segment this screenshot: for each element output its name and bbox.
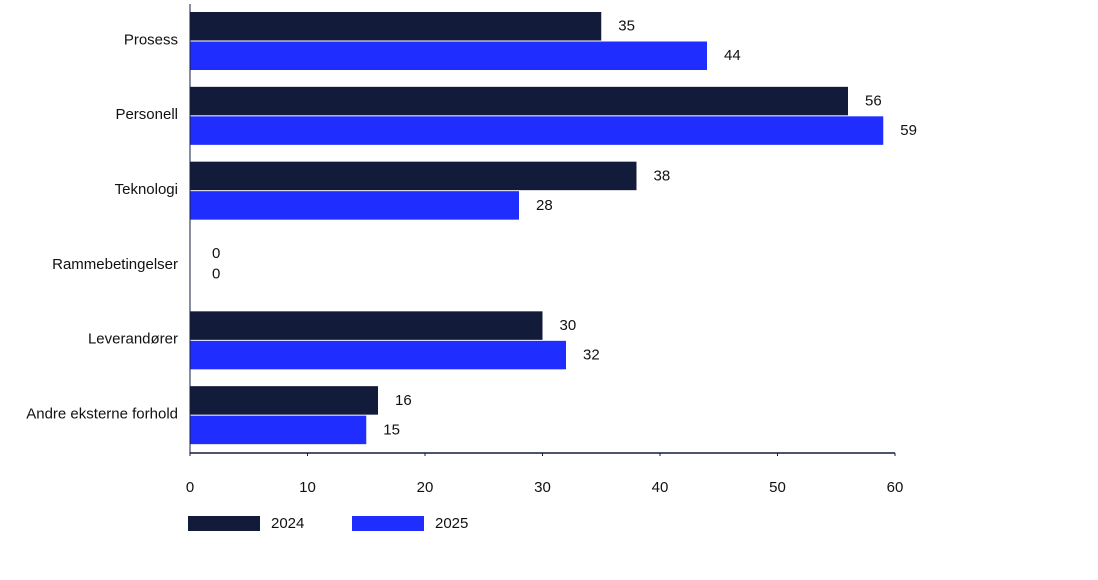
y-tick-label: Andre eksterne forhold xyxy=(26,406,178,423)
data-label: 44 xyxy=(724,47,741,64)
bar xyxy=(190,340,566,370)
x-tick-label: 10 xyxy=(299,479,316,496)
x-tick-label: 20 xyxy=(417,479,434,496)
bar xyxy=(190,41,707,70)
data-label: 35 xyxy=(618,18,635,35)
data-label: 30 xyxy=(560,317,577,334)
x-tick-label: 50 xyxy=(769,479,786,496)
bar xyxy=(190,311,543,340)
y-tick-label: Leverandører xyxy=(88,331,178,348)
x-tick-label: 40 xyxy=(652,479,669,496)
legend-swatch xyxy=(188,516,260,531)
data-label: 28 xyxy=(536,197,553,214)
data-label: 56 xyxy=(865,93,882,110)
y-tick-label: Prosess xyxy=(124,31,178,48)
data-label: 32 xyxy=(583,347,600,364)
data-label: 0 xyxy=(212,266,220,283)
bar xyxy=(190,12,602,41)
data-label: 0 xyxy=(212,245,220,262)
x-tick-label: 0 xyxy=(186,479,194,496)
data-label: 38 xyxy=(654,167,671,184)
legend-label: 2025 xyxy=(435,515,468,532)
bar xyxy=(190,161,637,191)
data-label: 59 xyxy=(900,122,917,139)
x-tick-label: 30 xyxy=(534,479,551,496)
data-label: 16 xyxy=(395,392,412,409)
bar xyxy=(190,86,848,116)
y-tick-label: Rammebetingelser xyxy=(52,256,178,273)
bar xyxy=(190,191,519,220)
legend-label: 2024 xyxy=(271,515,304,532)
y-tick-label: Personell xyxy=(115,106,178,123)
bar xyxy=(190,386,378,415)
data-label: 15 xyxy=(383,421,400,438)
x-tick-label: 60 xyxy=(887,479,904,496)
bar xyxy=(190,116,884,145)
legend-swatch xyxy=(352,516,424,531)
y-tick-label: Teknologi xyxy=(115,181,178,198)
bar xyxy=(190,415,367,445)
